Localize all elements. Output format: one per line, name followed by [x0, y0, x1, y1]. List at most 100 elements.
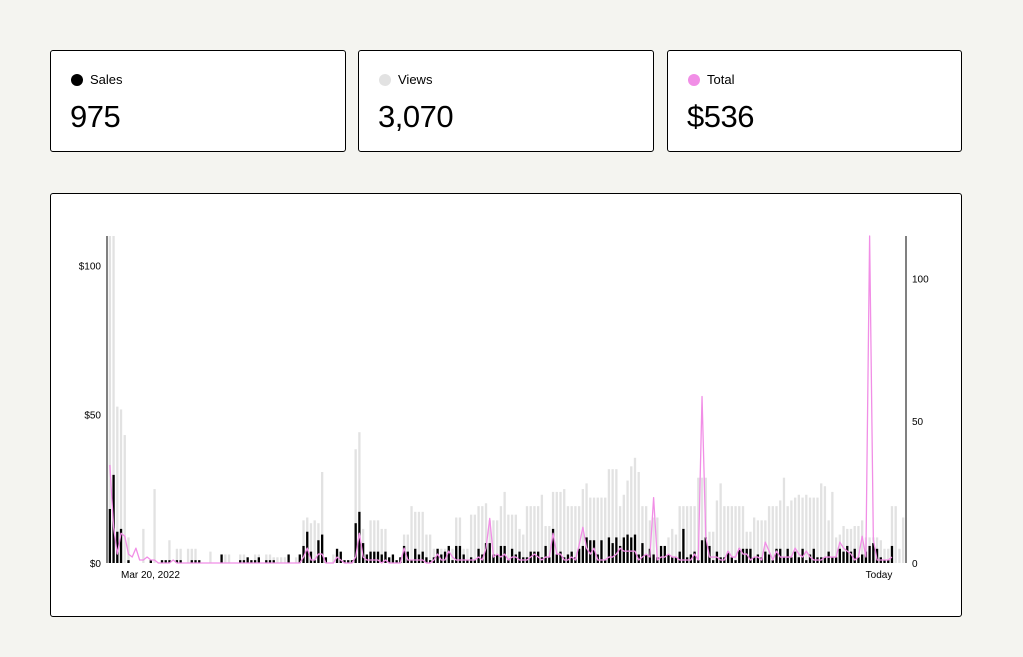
- views-bar: [857, 526, 860, 563]
- views-bar: [455, 517, 458, 563]
- left-tick-label: $50: [84, 410, 101, 421]
- views-bar: [477, 506, 480, 563]
- views-bar: [194, 548, 197, 563]
- axes: $0 $50 $100 0 50 100 Mar 20, 2022 Today: [79, 236, 929, 581]
- views-bar: [559, 491, 562, 563]
- sales-card: Sales 975: [50, 50, 346, 152]
- total-series-line: [109, 235, 893, 564]
- sales-bar: [615, 537, 618, 563]
- views-bar: [883, 548, 886, 563]
- views-bar: [745, 531, 748, 563]
- sales-bar: [477, 548, 480, 563]
- views-bar: [525, 506, 529, 563]
- views-bar: [358, 432, 361, 563]
- sales-bar: [626, 534, 629, 563]
- sales-bar: [793, 551, 797, 563]
- views-bar: [116, 406, 119, 563]
- sales-bar: [857, 557, 860, 563]
- sales-bar: [388, 557, 391, 563]
- views-bar: [488, 520, 491, 563]
- views-bar: [667, 537, 670, 563]
- views-bar: [585, 483, 588, 563]
- views-bar: [522, 534, 525, 563]
- sales-bar: [861, 554, 864, 563]
- sales-bar: [343, 560, 346, 563]
- views-bar: [805, 494, 808, 563]
- sales-bar: [306, 531, 309, 563]
- sales-bar: [354, 523, 357, 563]
- sales-bar: [745, 548, 748, 563]
- views-bar: [618, 506, 622, 563]
- sales-bar: [365, 554, 368, 563]
- sales-bar: [484, 543, 488, 563]
- views-bar: [898, 548, 901, 563]
- right-tick-label: 100: [912, 275, 929, 286]
- sales-bar: [268, 560, 272, 563]
- views-bar: [481, 506, 484, 563]
- views-bar: [153, 489, 156, 563]
- views-bar: [678, 506, 681, 563]
- views-bar: [302, 520, 305, 563]
- views-bar: [834, 537, 838, 563]
- sales-label-text: Sales: [90, 72, 123, 87]
- sales-bar: [239, 560, 242, 563]
- sales-bar: [823, 557, 827, 563]
- sales-bar: [384, 551, 387, 563]
- views-bar: [820, 483, 823, 563]
- sales-bar: [790, 557, 793, 563]
- views-bar: [697, 477, 700, 563]
- sales-bar: [764, 551, 767, 563]
- views-bar: [239, 554, 242, 563]
- sales-bar: [700, 540, 704, 563]
- views-bar: [890, 506, 894, 563]
- sales-bar: [287, 554, 290, 563]
- sales-bar: [127, 560, 130, 563]
- sales-bar: [786, 548, 789, 563]
- views-bar: [879, 540, 882, 563]
- views-bar: [622, 494, 625, 563]
- views-bar: [354, 449, 357, 563]
- views-bar: [484, 503, 488, 563]
- sales-views-chart: $0 $50 $100 0 50 100 Mar 20, 2022 Today: [79, 235, 929, 581]
- sales-bar: [492, 554, 495, 563]
- views-bar: [726, 506, 730, 563]
- total-label: Total: [688, 72, 734, 88]
- views-bar: [265, 554, 268, 563]
- views-bar: [417, 511, 421, 563]
- views-bar: [551, 491, 555, 563]
- views-bar: [842, 526, 845, 563]
- views-bar: [529, 506, 532, 563]
- sales-bar: [652, 554, 655, 563]
- sales-bar: [797, 557, 801, 563]
- views-bar: [429, 534, 432, 563]
- sales-bar: [421, 551, 424, 563]
- sales-bar: [704, 537, 707, 563]
- views-label: Views: [379, 72, 432, 88]
- views-bar: [496, 520, 499, 563]
- views-bar: [548, 526, 551, 563]
- sales-bar: [116, 531, 119, 563]
- views-bar: [376, 520, 380, 563]
- sales-value: 975: [70, 99, 121, 134]
- sales-bar: [548, 557, 551, 563]
- views-bar: [544, 526, 547, 563]
- x-start-label: Mar 20, 2022: [121, 570, 180, 581]
- sales-bar: [376, 551, 380, 563]
- views-bar: [332, 554, 335, 563]
- views-bar: [671, 528, 674, 563]
- views-bar: [313, 520, 316, 563]
- views-bar: [514, 514, 517, 563]
- left-tick-label: $100: [79, 262, 102, 273]
- sales-bar: [417, 554, 421, 563]
- sales-bar: [499, 545, 503, 563]
- sales-bar: [674, 557, 678, 563]
- views-bar: [790, 500, 793, 563]
- sales-bar: [577, 548, 581, 563]
- views-bar: [190, 548, 193, 563]
- views-bar: [753, 517, 756, 563]
- views-bar: [380, 528, 383, 563]
- sales-bar: [585, 537, 588, 563]
- views-bar: [823, 486, 827, 563]
- gray-dot-icon: [379, 74, 391, 86]
- views-bar: [600, 497, 603, 563]
